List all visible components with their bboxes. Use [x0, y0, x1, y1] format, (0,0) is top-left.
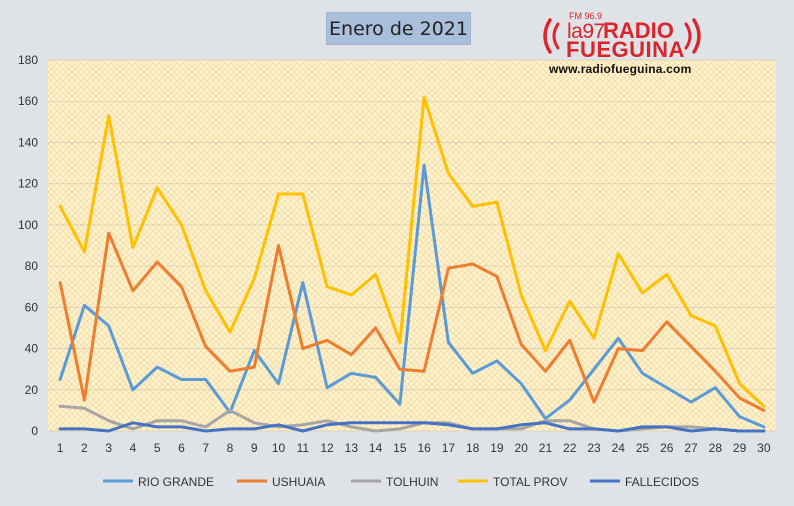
x-tick-label: 26 [660, 441, 674, 455]
x-tick-label: 5 [154, 441, 161, 455]
x-tick-label: 27 [684, 441, 698, 455]
x-tick-label: 3 [105, 441, 112, 455]
x-tick-label: 9 [251, 441, 258, 455]
legend-label: FALLECIDOS [625, 475, 699, 489]
x-tick-label: 20 [515, 441, 529, 455]
x-tick-label: 14 [369, 441, 383, 455]
x-tick-label: 12 [320, 441, 334, 455]
y-tick-label: 0 [31, 424, 38, 438]
x-tick-label: 23 [587, 441, 601, 455]
x-tick-label: 15 [393, 441, 407, 455]
legend-item-tolhuin: TOLHUIN [351, 475, 438, 489]
x-tick-label: 30 [757, 441, 771, 455]
legend-label: TOTAL PROV [493, 475, 567, 489]
x-tick-label: 19 [490, 441, 504, 455]
x-tick-label: 21 [539, 441, 553, 455]
x-tick-label: 24 [612, 441, 626, 455]
x-tick-label: 13 [345, 441, 359, 455]
logo-radio: RADIO [603, 18, 674, 43]
legend-item-ushuaia: USHUAIA [237, 475, 325, 489]
series-line-tolhuin [58, 404, 766, 433]
radio-waves-icon [543, 18, 701, 54]
legend-label: USHUAIA [272, 475, 325, 489]
legend-item-rio-grande: RIO GRANDE [103, 475, 214, 489]
x-tick-label: 6 [178, 441, 185, 455]
x-tick-label: 17 [442, 441, 456, 455]
y-tick-label: 80 [25, 259, 39, 273]
x-tick-label: 22 [563, 441, 577, 455]
x-tick-label: 4 [130, 441, 137, 455]
chart-title: Enero de 2021 [326, 12, 471, 45]
series-line-total-prov [58, 95, 766, 408]
legend-label: TOLHUIN [386, 475, 438, 489]
x-tick-label: 16 [417, 441, 431, 455]
legend-item-fallecidos: FALLECIDOS [590, 475, 699, 489]
x-tick-label: 29 [733, 441, 747, 455]
x-tick-label: 8 [227, 441, 234, 455]
y-tick-label: 100 [18, 218, 38, 232]
logo-la97: la97 [567, 20, 605, 43]
legend-label: RIO GRANDE [138, 475, 214, 489]
y-tick-label: 180 [18, 53, 38, 67]
logo-url: www.radiofueguina.com [549, 62, 692, 76]
y-tick-label: 40 [25, 342, 39, 356]
y-tick-label: 20 [25, 383, 39, 397]
series-line-ushuaia [58, 231, 766, 412]
y-tick-label: 120 [18, 177, 38, 191]
y-tick-label: 140 [18, 135, 38, 149]
logo-frequency: FM 96.9 [569, 11, 603, 21]
x-tick-label: 7 [202, 441, 209, 455]
logo-fueguina: FUEGUINA [566, 37, 685, 62]
x-tick-label: 18 [466, 441, 480, 455]
y-tick-label: 160 [18, 94, 38, 108]
x-tick-label: 28 [709, 441, 723, 455]
x-tick-label: 1 [57, 441, 64, 455]
legend-item-total-prov: TOTAL PROV [458, 475, 567, 489]
series-line-fallecidos [58, 421, 766, 433]
series-line-rio-grande [58, 163, 766, 429]
x-tick-label: 11 [297, 441, 310, 455]
x-tick-label: 25 [636, 441, 650, 455]
plot-area [48, 60, 776, 431]
x-tick-label: 2 [81, 441, 88, 455]
y-tick-label: 60 [25, 300, 39, 314]
x-tick-label: 10 [272, 441, 286, 455]
